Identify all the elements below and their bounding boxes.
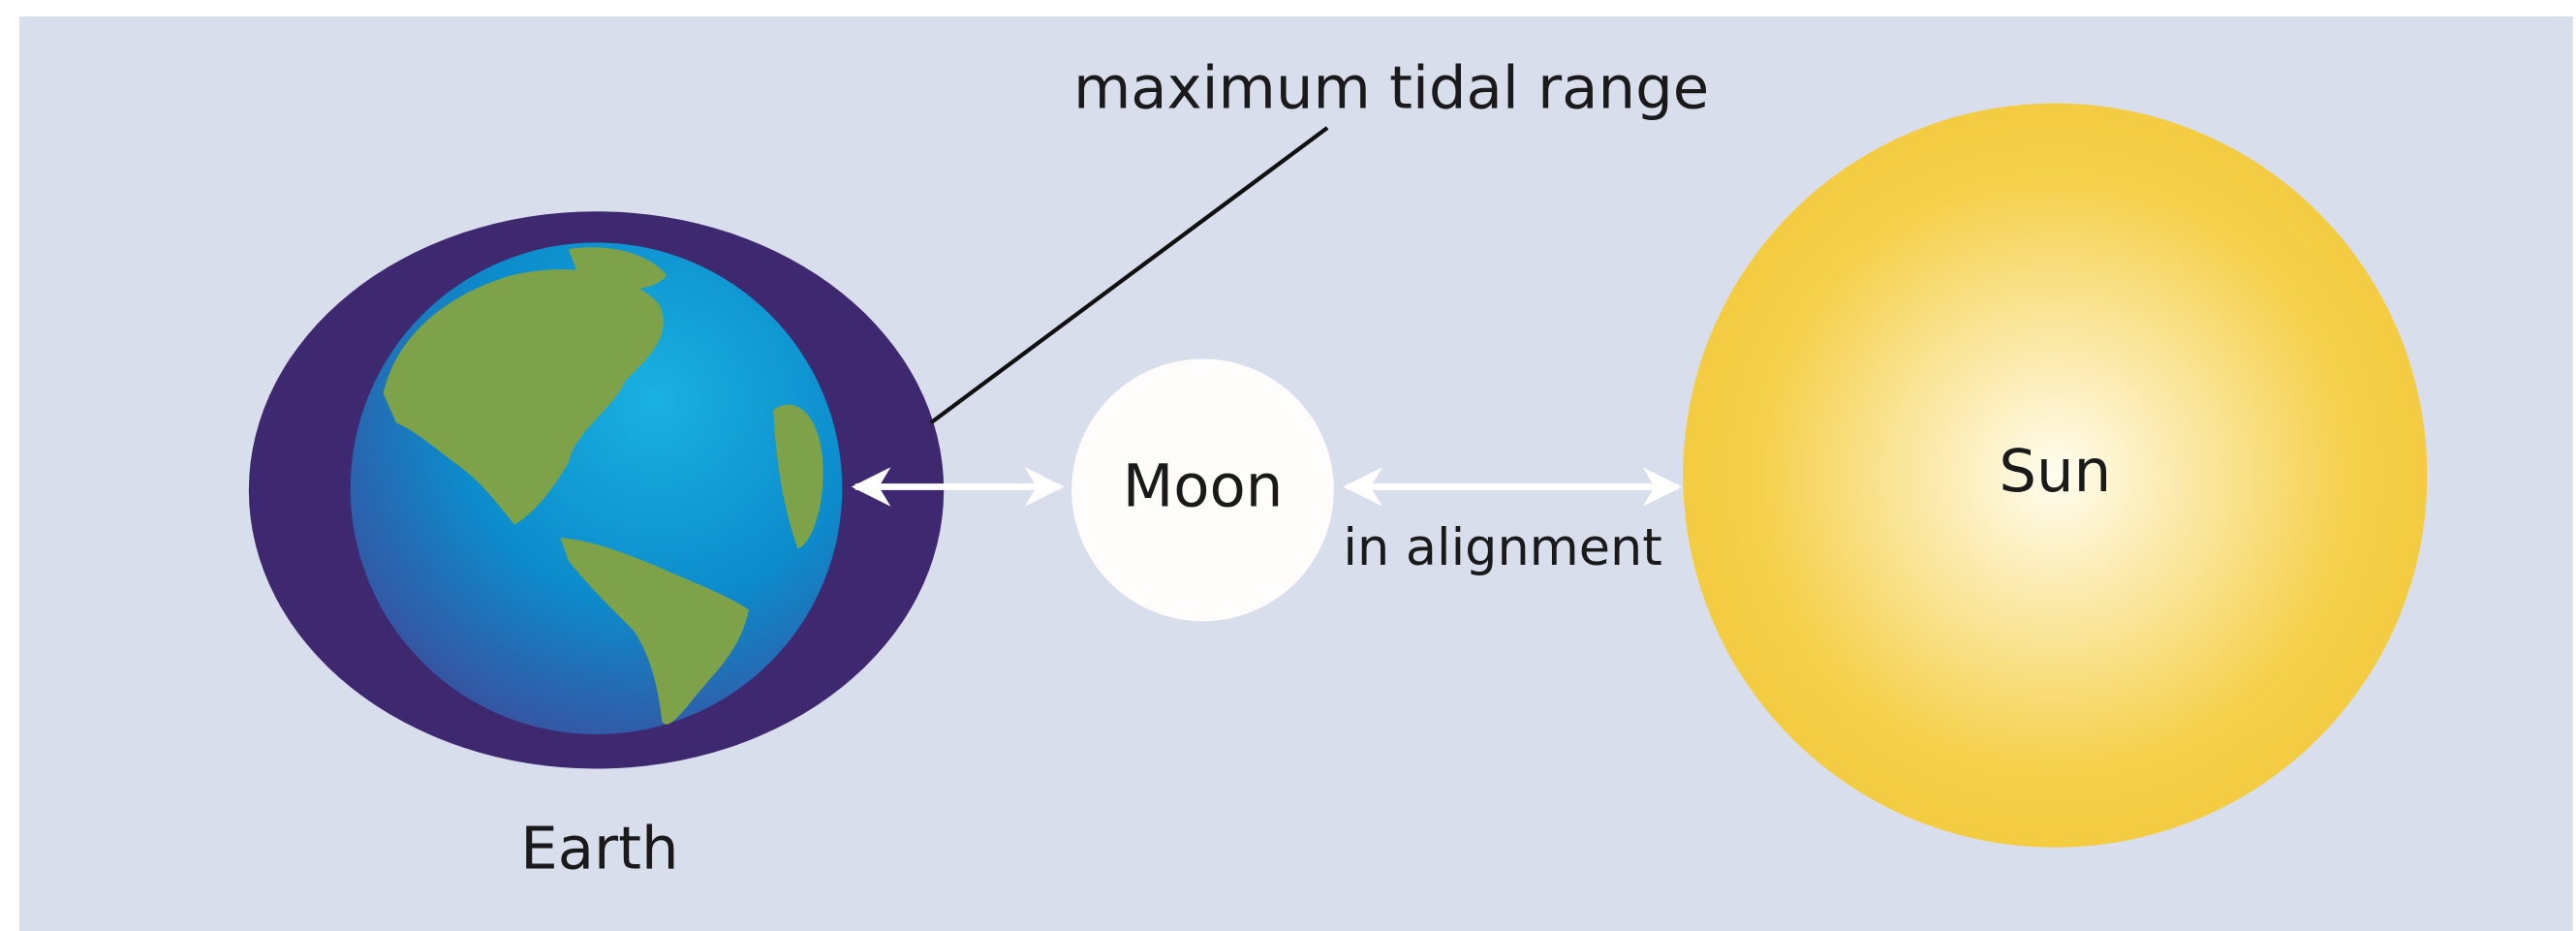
sun-label: Sun (1999, 437, 2111, 506)
page: {"title": "maximum tidal range", "labels… (0, 0, 2576, 931)
title-label: maximum tidal range (1073, 53, 1709, 122)
moon-label: Moon (1123, 451, 1284, 520)
earth-label: Earth (520, 814, 678, 883)
tide-diagram: maximum tidal range Earth Moon Sun in al… (0, 0, 2576, 931)
alignment-label: in alignment (1343, 518, 1661, 577)
